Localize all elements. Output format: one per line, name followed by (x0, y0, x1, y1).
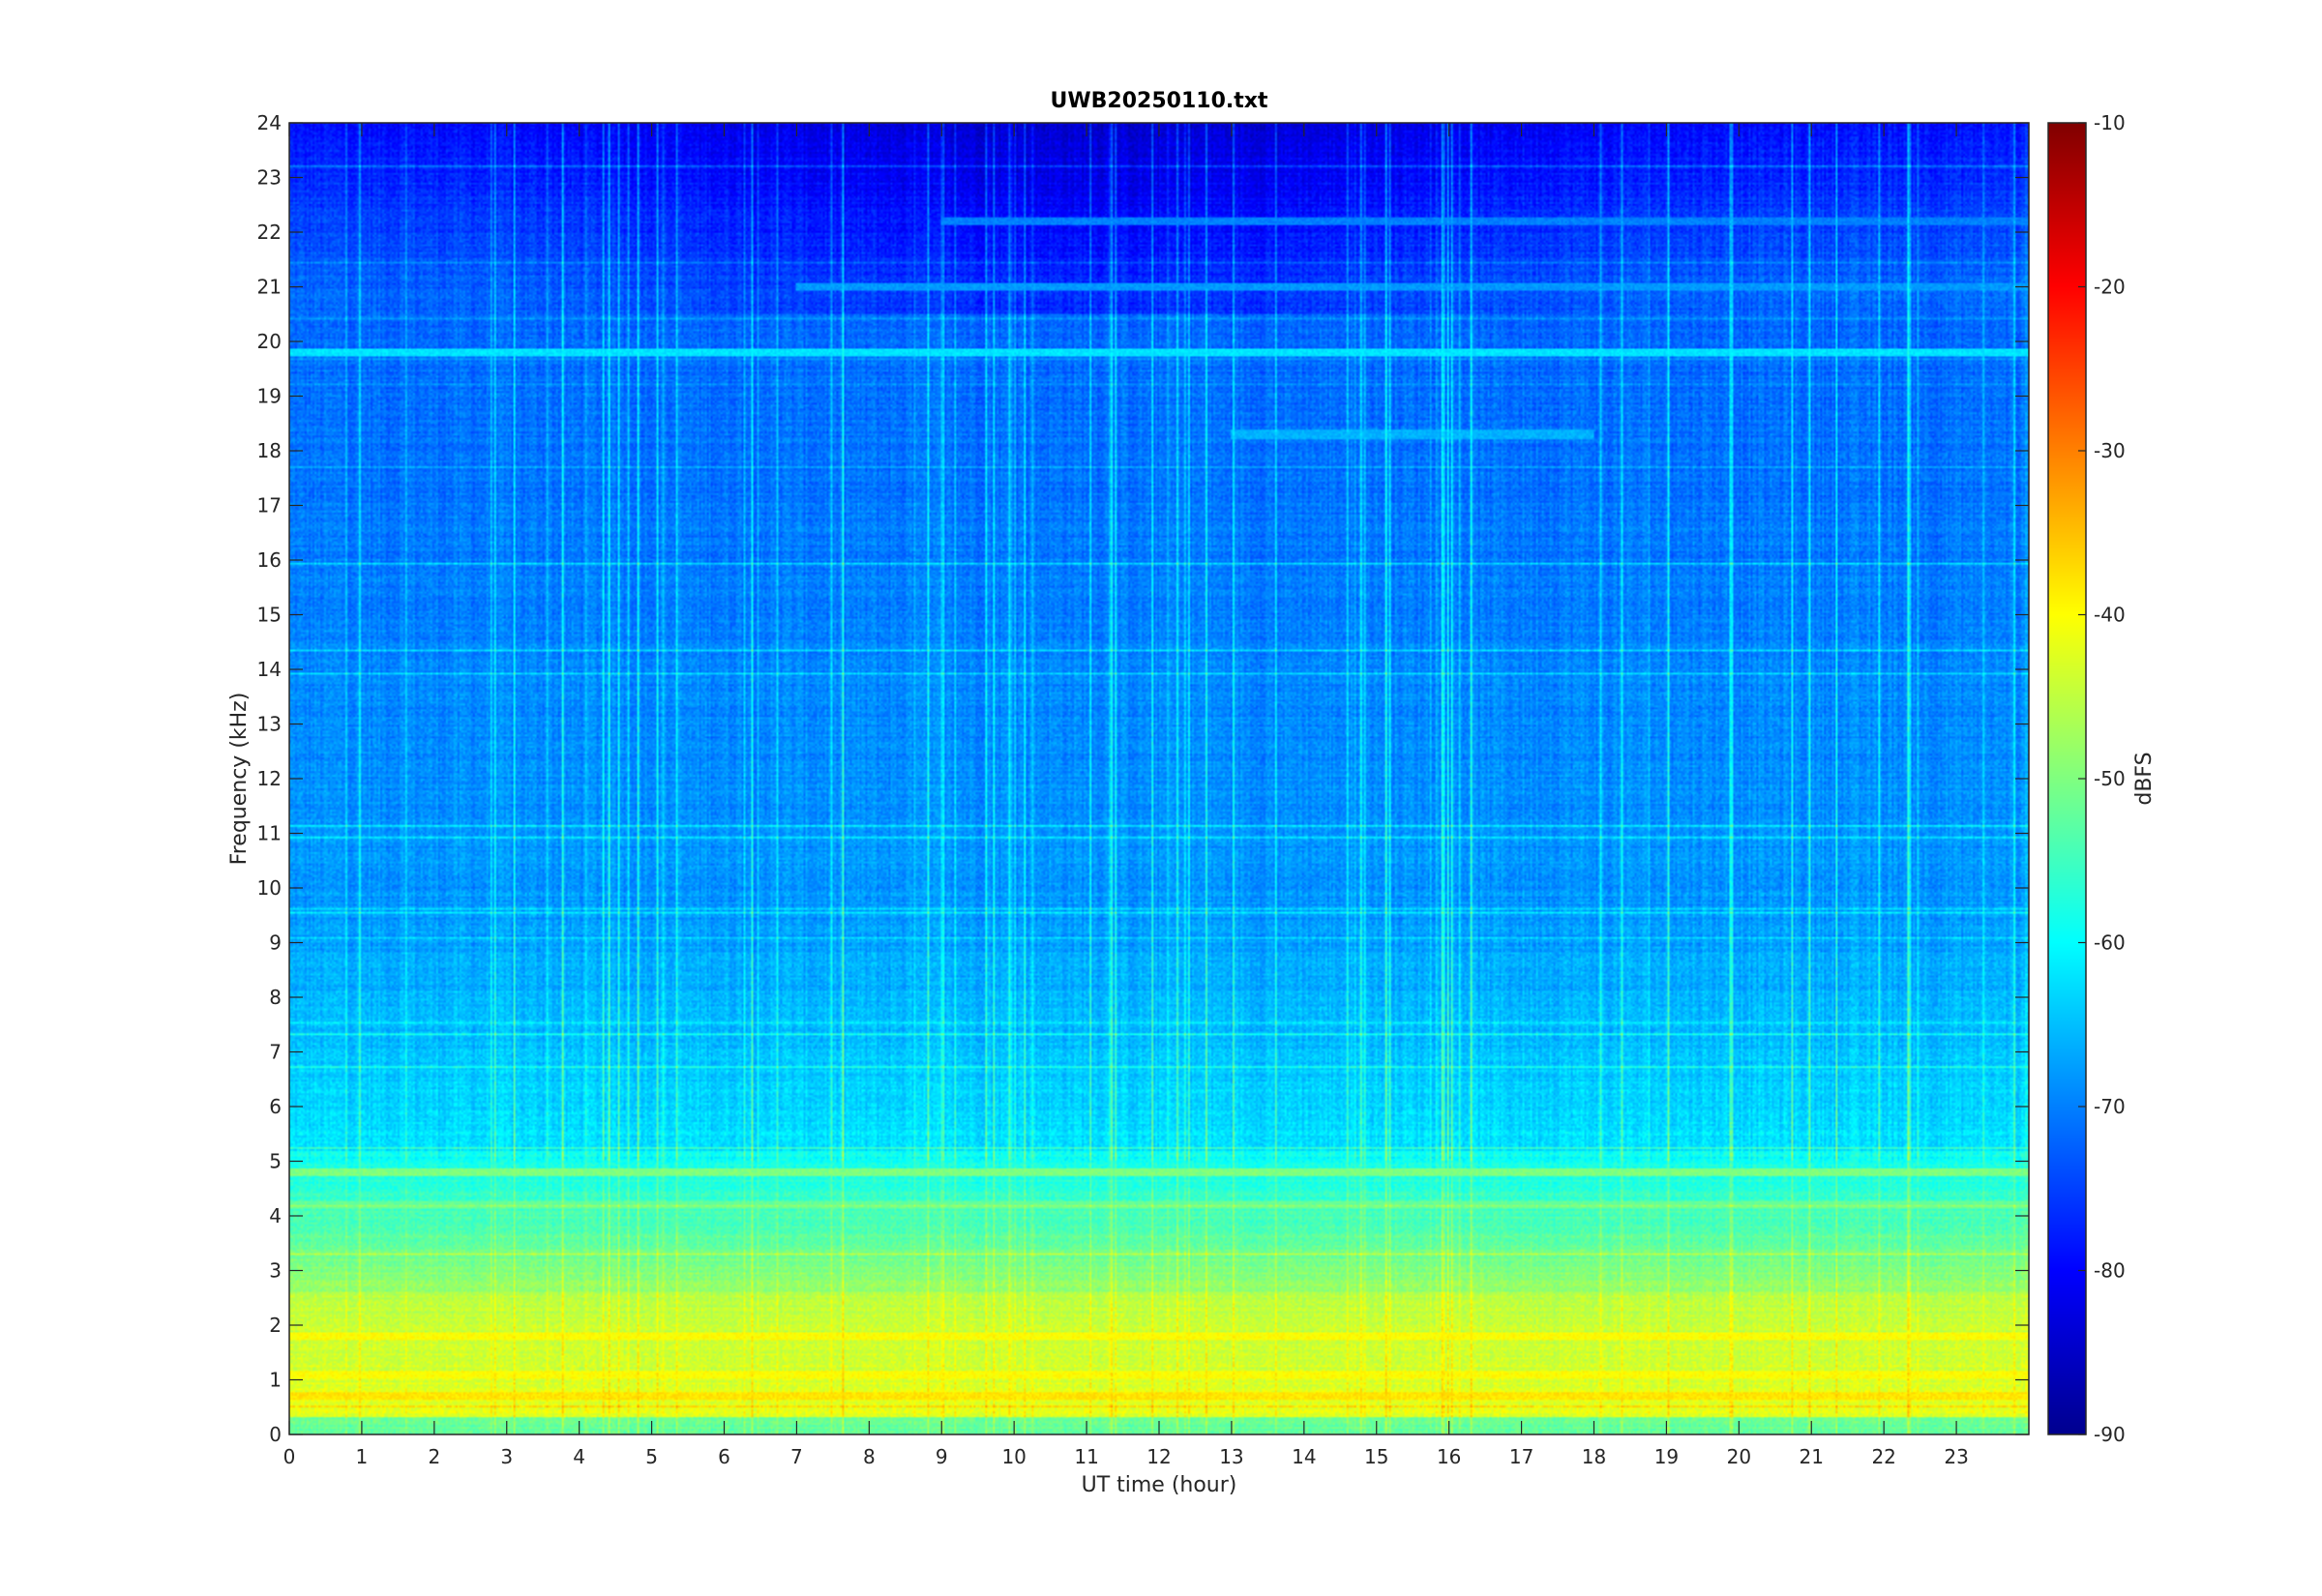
x-tick-label: 8 (863, 1445, 876, 1468)
y-tick-label: 11 (257, 822, 282, 845)
y-tick-label: 2 (269, 1314, 282, 1337)
x-tick-label: 11 (1074, 1445, 1098, 1468)
colorbar-tick-label: -80 (2094, 1259, 2126, 1283)
colorbar-tick-label: -40 (2094, 604, 2126, 627)
y-tick-label: 15 (257, 604, 282, 627)
y-tick-label: 6 (269, 1095, 282, 1118)
x-tick-label: 20 (1727, 1445, 1751, 1468)
y-tick-label: 8 (269, 986, 282, 1009)
colorbar-label: dBFS (2132, 752, 2157, 805)
y-tick-label: 20 (257, 330, 282, 353)
y-tick-label: 12 (257, 767, 282, 790)
x-tick-label: 15 (1364, 1445, 1388, 1468)
y-tick-label: 14 (257, 658, 282, 681)
y-tick-label: 3 (269, 1259, 282, 1283)
y-tick-label: 7 (269, 1041, 282, 1064)
x-axis-label: UT time (hour) (1082, 1473, 1237, 1497)
x-tick-label: 21 (1800, 1445, 1824, 1468)
x-tick-label: 12 (1146, 1445, 1171, 1468)
y-tick-label: 23 (257, 166, 282, 190)
y-tick-label: 21 (257, 276, 282, 299)
x-tick-label: 6 (718, 1445, 730, 1468)
x-tick-label: 5 (645, 1445, 658, 1468)
y-tick-label: 17 (257, 494, 282, 517)
y-axis-label: Frequency (kHz) (227, 693, 252, 866)
x-tick-label: 18 (1582, 1445, 1606, 1468)
y-tick-label: 16 (257, 548, 282, 572)
x-tick-label: 17 (1509, 1445, 1533, 1468)
colorbar-tick-label: -20 (2094, 276, 2126, 299)
spectrogram-canvas (289, 123, 2029, 1434)
x-tick-label: 0 (283, 1445, 296, 1468)
x-tick-label: 10 (1001, 1445, 1026, 1468)
x-tick-label: 1 (356, 1445, 369, 1468)
y-tick-label: 13 (257, 713, 282, 736)
y-tick-label: 22 (257, 221, 282, 244)
x-tick-label: 4 (573, 1445, 585, 1468)
colorbar-ticks: -10 -20 -30 -40 -50 -60 -70 -80 -90 (2078, 111, 2126, 1446)
x-tick-label: 3 (500, 1445, 513, 1468)
chart-title: UWB20250110.txt (1051, 89, 1268, 113)
spectrogram-image (289, 123, 2029, 1434)
x-tick-label: 19 (1654, 1445, 1679, 1468)
y-tick-label: 5 (269, 1150, 282, 1173)
x-tick-label: 16 (1437, 1445, 1461, 1468)
x-tick-label: 13 (1219, 1445, 1243, 1468)
x-tick-label: 23 (1944, 1445, 1968, 1468)
colorbar-tick-label: -60 (2094, 931, 2126, 955)
colorbar-tick-label: -30 (2094, 439, 2126, 462)
colorbar-tick-label: -90 (2094, 1423, 2126, 1446)
colorbar-tick-label: -10 (2094, 111, 2126, 134)
y-tick-label: 9 (269, 931, 282, 955)
y-tick-label: 10 (257, 876, 282, 900)
colorbar-tick-label: -70 (2094, 1095, 2126, 1118)
x-tick-label: 7 (790, 1445, 803, 1468)
y-tick-label: 24 (257, 111, 282, 134)
y-tick-label: 18 (257, 439, 282, 462)
x-tick-label: 9 (936, 1445, 948, 1468)
colorbar-tick-label: -50 (2094, 767, 2126, 790)
y-tick-label: 1 (269, 1369, 282, 1392)
spectrogram-plot-area (288, 122, 2030, 1435)
y-tick-label: 19 (257, 385, 282, 408)
x-tick-label: 22 (1871, 1445, 1895, 1468)
y-tick-label: 0 (269, 1423, 282, 1446)
y-tick-label: 4 (269, 1204, 282, 1227)
colorbar: -10 -20 -30 -40 -50 -60 -70 -80 -90 dBFS (2047, 111, 2157, 1446)
x-axis: 0 1 2 3 4 5 6 7 8 9 10 11 12 13 14 15 16 17 18 19 20 21 22 23 (283, 123, 1969, 1468)
x-tick-label: 14 (1292, 1445, 1316, 1468)
x-tick-label: 2 (428, 1445, 440, 1468)
